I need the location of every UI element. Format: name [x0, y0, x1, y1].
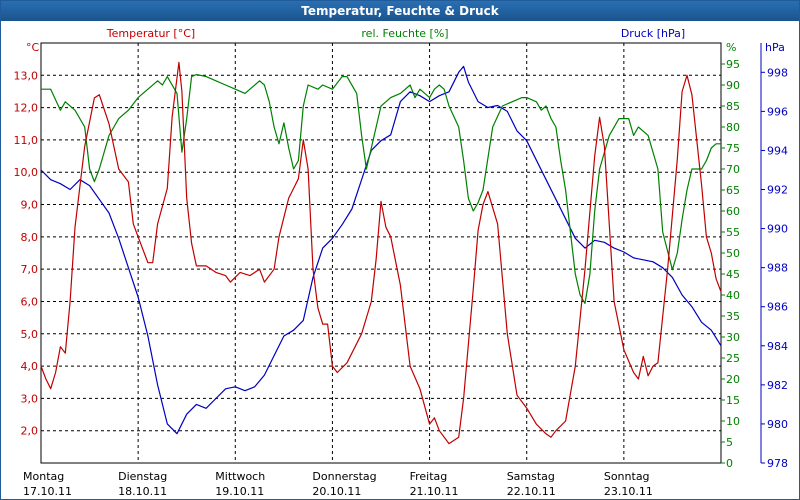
date-label: 20.10.11 [312, 485, 361, 498]
pressure-tick-label: 992 [767, 184, 788, 197]
pressure-tick-label: 984 [767, 340, 788, 353]
humidity-tick-label: 60 [726, 205, 740, 218]
day-label: Montag [23, 470, 64, 483]
pressure-tick-label: 980 [767, 418, 788, 431]
temperature-tick-label: 10,0 [14, 166, 39, 179]
pressure-tick-label: 982 [767, 379, 788, 392]
series-line-humidity [41, 73, 721, 304]
temperature-tick-label: 6,0 [21, 295, 39, 308]
date-label: 23.10.11 [604, 485, 653, 498]
humidity-tick-label: 5 [726, 436, 733, 449]
pressure-tick-label: 978 [767, 457, 788, 470]
temperature-unit-label: °C [26, 41, 40, 54]
humidity-tick-label: 90 [726, 79, 740, 92]
pressure-tick-label: 988 [767, 262, 788, 275]
temperature-tick-label: 2,0 [21, 425, 39, 438]
temperature-tick-label: 13,0 [14, 69, 39, 82]
humidity-tick-label: 0 [726, 457, 733, 470]
series-title-humidity: rel. Feuchte [%] [361, 27, 448, 40]
series-line-temperature [40, 61, 722, 445]
pressure-tick-label: 990 [767, 223, 788, 236]
day-label: Sonntag [604, 470, 650, 483]
humidity-tick-label: 95 [726, 58, 740, 71]
humidity-tick-label: 25 [726, 352, 740, 365]
date-label: 22.10.11 [507, 485, 556, 498]
series-line-pressure [40, 65, 722, 435]
temperature-tick-label: 11,0 [14, 134, 39, 147]
temperature-tick-label: 7,0 [21, 263, 39, 276]
pressure-tick-label: 996 [767, 105, 788, 118]
humidity-tick-label: 75 [726, 142, 740, 155]
series-title-pressure: Druck [hPa] [621, 27, 685, 40]
temperature-tick-label: 12,0 [14, 102, 39, 115]
temperature-tick-label: 5,0 [21, 328, 39, 341]
humidity-tick-label: 20 [726, 373, 740, 386]
humidity-tick-label: 10 [726, 415, 740, 428]
date-label: 19.10.11 [215, 485, 264, 498]
temperature-tick-label: 3,0 [21, 392, 39, 405]
humidity-tick-label: 35 [726, 310, 740, 323]
date-label: 21.10.11 [410, 485, 459, 498]
pressure-unit-label: hPa [765, 41, 785, 54]
pressure-tick-label: 998 [767, 66, 788, 79]
day-label: Dienstag [118, 470, 167, 483]
humidity-tick-label: 70 [726, 163, 740, 176]
humidity-tick-label: 50 [726, 247, 740, 260]
humidity-tick-label: 65 [726, 184, 740, 197]
humidity-tick-label: 85 [726, 100, 740, 113]
temperature-tick-label: 4,0 [21, 360, 39, 373]
series-title-temperature: Temperatur [°C] [106, 27, 195, 40]
day-label: Freitag [410, 470, 448, 483]
day-label: Samstag [507, 470, 555, 483]
pressure-tick-label: 994 [767, 144, 788, 157]
pressure-tick-label: 986 [767, 301, 788, 314]
humidity-tick-label: 80 [726, 121, 740, 134]
day-label: Mittwoch [215, 470, 265, 483]
date-label: 18.10.11 [118, 485, 167, 498]
humidity-tick-label: 30 [726, 331, 740, 344]
chart-title: Temperatur, Feuchte & Druck [1, 1, 799, 21]
humidity-tick-label: 45 [726, 268, 740, 281]
date-label: 17.10.11 [23, 485, 72, 498]
temperature-tick-label: 8,0 [21, 231, 39, 244]
humidity-tick-label: 40 [726, 289, 740, 302]
humidity-unit-label: % [726, 41, 736, 54]
temperature-tick-label: 9,0 [21, 199, 39, 212]
day-label: Donnerstag [312, 470, 376, 483]
humidity-tick-label: 55 [726, 226, 740, 239]
humidity-tick-label: 15 [726, 394, 740, 407]
